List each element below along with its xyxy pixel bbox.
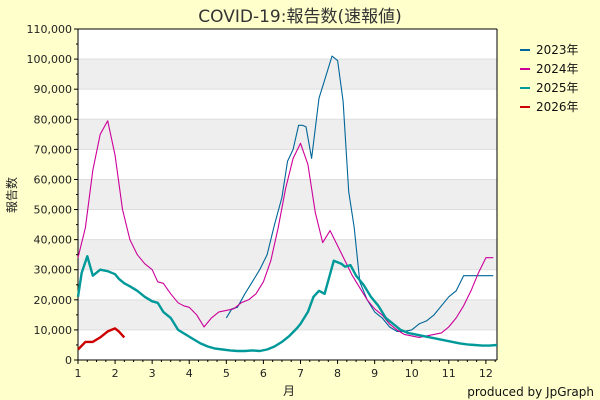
y-tick-label: 0: [65, 354, 72, 367]
x-tick-label: 1: [75, 367, 82, 380]
y-tick-label: 50,000: [34, 204, 73, 217]
grid-band: [78, 299, 497, 330]
x-tick-label: 10: [405, 367, 419, 380]
series-line-2023年: [225, 55, 494, 332]
grid-band: [78, 239, 497, 270]
x-tick-label: 5: [223, 367, 230, 380]
x-tick-label: 8: [334, 367, 341, 380]
chart-title: COVID-19:報告数(速報値): [198, 7, 401, 27]
x-tick-label: 4: [186, 367, 193, 380]
grid-band: [78, 119, 497, 150]
grid-band: [78, 179, 497, 210]
x-tick-label: 12: [479, 367, 493, 380]
y-tick-label: 100,000: [27, 53, 73, 66]
y-tick-label: 70,000: [34, 143, 73, 156]
legend-label: 2023年: [536, 43, 579, 57]
legend-label: 2026年: [536, 100, 579, 114]
credit-text: produced by JpGraph: [467, 385, 594, 399]
y-tick-label: 110,000: [27, 23, 73, 36]
y-tick-label: 10,000: [34, 324, 73, 337]
x-tick-label: 3: [149, 367, 156, 380]
legend: 2023年 2024年 2025年 2026年: [507, 37, 592, 122]
series-layer: [76, 55, 498, 353]
y-axis-label: 報告数: [4, 177, 19, 213]
x-tick-label: 6: [260, 367, 267, 380]
legend-label: 2025年: [536, 81, 579, 95]
grid: [78, 28, 497, 361]
x-tick-label: 7: [297, 367, 304, 380]
y-tick-label: 30,000: [34, 264, 73, 277]
y-tick-label: 20,000: [34, 294, 73, 307]
x-tick-label: 9: [371, 367, 378, 380]
series-line-2025年: [76, 255, 498, 353]
y-tick-label: 90,000: [34, 83, 73, 96]
x-tick-label: 2: [112, 367, 119, 380]
axes: 0 10,000 20,000 30,000 40,000 50,000 60,000 70,…: [27, 23, 498, 380]
x-tick-label: 11: [442, 367, 456, 380]
y-tick-label: 80,000: [34, 113, 73, 126]
legend-label: 2024年: [536, 62, 579, 76]
series-line-2026年: [77, 327, 126, 351]
y-tick-label: 40,000: [34, 234, 73, 247]
x-axis-label: 月: [283, 384, 295, 398]
y-tick-label: 60,000: [34, 173, 73, 186]
grid-band: [78, 59, 497, 90]
